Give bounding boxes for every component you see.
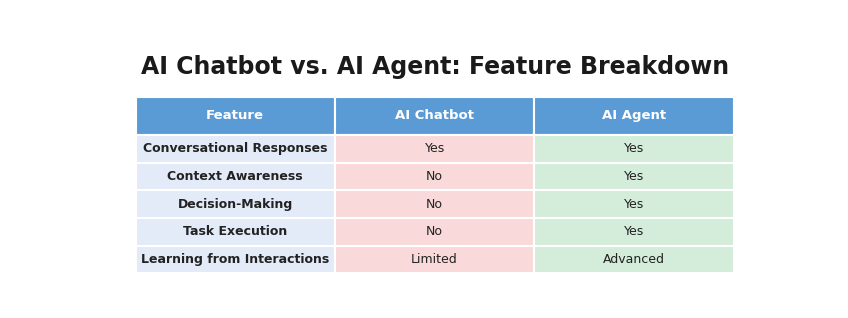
Text: Conversational Responses: Conversational Responses <box>143 142 327 155</box>
Bar <box>136 162 335 190</box>
Bar <box>534 245 734 273</box>
Text: Yes: Yes <box>624 142 644 155</box>
Bar <box>136 97 335 135</box>
Bar <box>335 190 534 218</box>
Text: Feature: Feature <box>206 109 265 122</box>
Text: Yes: Yes <box>624 197 644 211</box>
Bar <box>534 190 734 218</box>
Text: AI Chatbot vs. AI Agent: Feature Breakdown: AI Chatbot vs. AI Agent: Feature Breakdo… <box>141 55 728 79</box>
Bar <box>136 218 335 245</box>
Bar <box>534 97 734 135</box>
Bar <box>136 135 335 162</box>
Bar <box>534 135 734 162</box>
Text: Learning from Interactions: Learning from Interactions <box>141 253 329 266</box>
Text: No: No <box>426 225 444 238</box>
Bar <box>534 162 734 190</box>
Text: Yes: Yes <box>624 170 644 183</box>
Text: AI Agent: AI Agent <box>602 109 666 122</box>
Text: Advanced: Advanced <box>603 253 665 266</box>
Text: No: No <box>426 197 444 211</box>
Bar <box>335 245 534 273</box>
Text: Yes: Yes <box>425 142 444 155</box>
Text: Limited: Limited <box>411 253 458 266</box>
Bar <box>335 218 534 245</box>
Text: Task Execution: Task Execution <box>183 225 287 238</box>
Bar <box>136 190 335 218</box>
Text: Context Awareness: Context Awareness <box>167 170 303 183</box>
Text: AI Chatbot: AI Chatbot <box>395 109 474 122</box>
Text: Decision-Making: Decision-Making <box>177 197 293 211</box>
Text: Yes: Yes <box>624 225 644 238</box>
Bar <box>534 218 734 245</box>
Bar <box>335 162 534 190</box>
Bar <box>136 245 335 273</box>
Bar <box>335 135 534 162</box>
Text: No: No <box>426 170 444 183</box>
Bar <box>335 97 534 135</box>
